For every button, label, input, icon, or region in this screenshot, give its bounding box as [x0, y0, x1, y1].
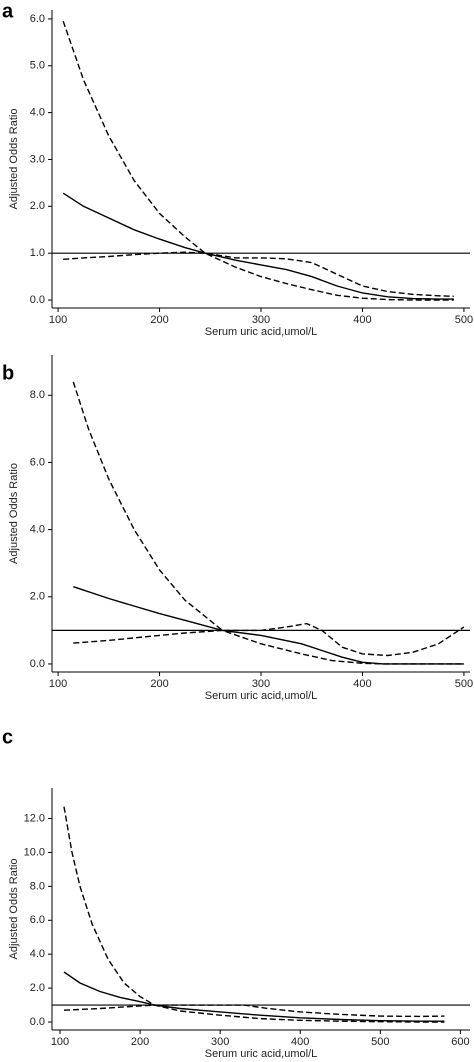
ci-line [62, 20, 454, 297]
estimate-line [62, 192, 454, 300]
y-tick-label: 0.0 [30, 1016, 45, 1028]
y-tick-label: 12.0 [24, 812, 45, 824]
x-axis-label: Serum uric acid,umol/L [205, 1048, 318, 1060]
y-tick-label: 0.0 [30, 294, 45, 306]
y-axis-label: Adjusted Odds Ratio [8, 463, 20, 564]
y-tick-label: 6.0 [30, 13, 45, 25]
y-tick-label: 1.0 [30, 247, 45, 259]
x-tick-label: 300 [211, 1036, 229, 1048]
panel-label: a [2, 0, 14, 22]
x-tick-label: 400 [353, 678, 371, 690]
x-tick-label: 300 [252, 314, 270, 326]
y-tick-label: 2.0 [30, 982, 45, 994]
estimate-line [73, 586, 464, 665]
ci-line [63, 1004, 445, 1023]
x-tick-label: 100 [49, 678, 67, 690]
x-tick-label: 200 [131, 1036, 149, 1048]
x-tick-label: 400 [353, 314, 371, 326]
y-tick-label: 10.0 [24, 846, 45, 858]
y-tick-label: 8.0 [30, 389, 45, 401]
x-tick-label: 500 [455, 314, 473, 326]
x-axis-label: Serum uric acid,umol/L [205, 690, 318, 702]
ci-line [72, 381, 465, 657]
y-tick-label: 3.0 [30, 153, 45, 165]
panel-label: b [2, 362, 14, 384]
ci-line [73, 629, 464, 665]
x-tick-label: 300 [252, 678, 270, 690]
x-tick-label: 200 [150, 678, 168, 690]
y-tick-label: 4.0 [30, 107, 45, 119]
y-axis-label: Adjusted Odds Ratio [8, 109, 20, 210]
x-tick-label: 500 [455, 678, 473, 690]
y-tick-label: 2.0 [30, 591, 45, 603]
panel-label: c [2, 726, 13, 748]
y-tick-label: 6.0 [30, 914, 45, 926]
y-tick-label: 0.0 [30, 658, 45, 670]
y-tick-label: 4.0 [30, 524, 45, 536]
estimate-line [63, 971, 445, 1022]
x-tick-label: 400 [291, 1036, 309, 1048]
x-tick-label: 200 [150, 314, 168, 326]
y-tick-label: 8.0 [30, 880, 45, 892]
ci-line [63, 251, 454, 301]
x-tick-label: 500 [371, 1036, 389, 1048]
y-tick-label: 2.0 [30, 200, 45, 212]
y-tick-label: 6.0 [30, 456, 45, 468]
y-axis-label: Adjusted Odds Ratio [8, 859, 20, 960]
y-tick-label: 5.0 [30, 60, 45, 72]
x-axis-label: Serum uric acid,umol/L [205, 326, 318, 338]
y-tick-label: 4.0 [30, 948, 45, 960]
ci-line [63, 806, 445, 1018]
x-tick-label: 600 [451, 1036, 469, 1048]
x-tick-label: 100 [49, 314, 67, 326]
x-tick-label: 100 [51, 1036, 69, 1048]
